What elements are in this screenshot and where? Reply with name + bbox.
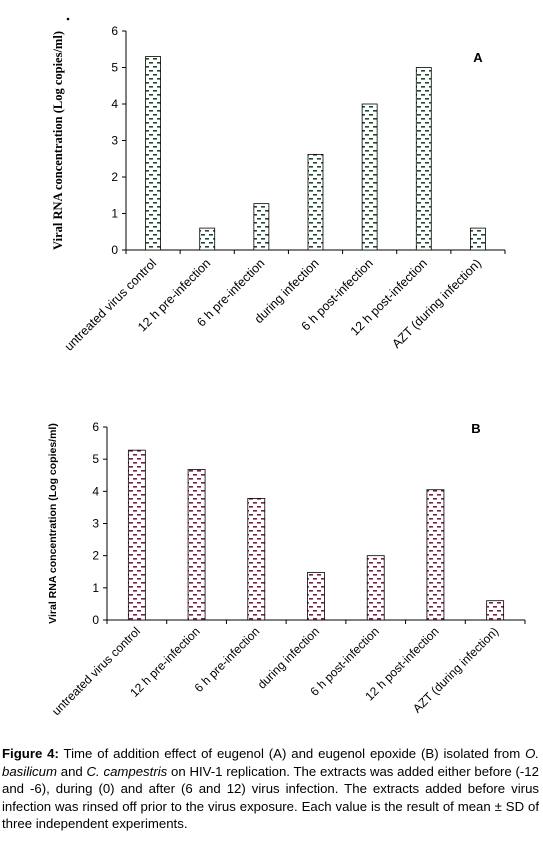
figure-caption: Figure 4: Time of addition effect of eug…: [2, 745, 539, 833]
y-tick-label: 1: [111, 207, 118, 221]
panel-label: B: [471, 421, 480, 436]
y-tick-label: 5: [111, 61, 118, 75]
stray-dot: [66, 17, 70, 21]
y-axis-label: Viral RNA concentration (Log copies/ml): [51, 31, 65, 250]
x-category-label: AZT (during infection): [389, 256, 484, 351]
bar-4: [307, 571, 325, 621]
y-tick-label: 6: [92, 420, 99, 434]
x-category-label: 6 h pre-infection: [192, 624, 263, 695]
caption-species-2: C. campestris: [86, 763, 168, 779]
bar-6: [426, 489, 445, 621]
y-tick-label: 4: [111, 97, 118, 111]
x-category-label: untreated virus control: [49, 624, 143, 718]
caption-species-1: O. basilicum: [2, 746, 539, 779]
bar-2: [199, 227, 216, 251]
y-tick-label: 2: [111, 170, 118, 184]
y-tick-label: 3: [111, 134, 118, 148]
caption-text-3: on HIV-1 replication. The extracts was a…: [2, 763, 539, 832]
bar-7: [470, 227, 486, 251]
y-axis-label: Viral RNA concentration (Log copies/ml): [47, 423, 59, 624]
y-tick-label: 5: [92, 452, 99, 466]
y-tick-label: 4: [92, 484, 99, 498]
y-tick-label: 0: [111, 243, 118, 257]
x-category-label: during infection: [255, 624, 322, 691]
y-tick-label: 2: [92, 549, 99, 563]
caption-text-2: and: [56, 763, 87, 779]
bar-3: [253, 203, 270, 251]
bar-5: [366, 555, 385, 621]
bar-3: [247, 498, 266, 621]
bar-7: [486, 600, 505, 621]
y-tick-label: 3: [92, 517, 99, 531]
bar-2: [187, 469, 206, 621]
y-tick-label: 0: [92, 613, 99, 627]
caption-label: Figure 4:: [2, 746, 59, 761]
panel-label: A: [473, 50, 483, 65]
bar-1: [145, 56, 161, 251]
bar-6: [415, 67, 432, 251]
bar-4: [307, 153, 324, 251]
bar-1: [127, 449, 146, 621]
y-tick-label: 6: [111, 24, 118, 38]
caption-text-1: Time of addition effect of eugenol (A) a…: [58, 746, 526, 761]
y-tick-label: 1: [92, 581, 99, 595]
x-category-label: untreated virus control: [62, 256, 159, 353]
bar-5: [361, 103, 378, 251]
